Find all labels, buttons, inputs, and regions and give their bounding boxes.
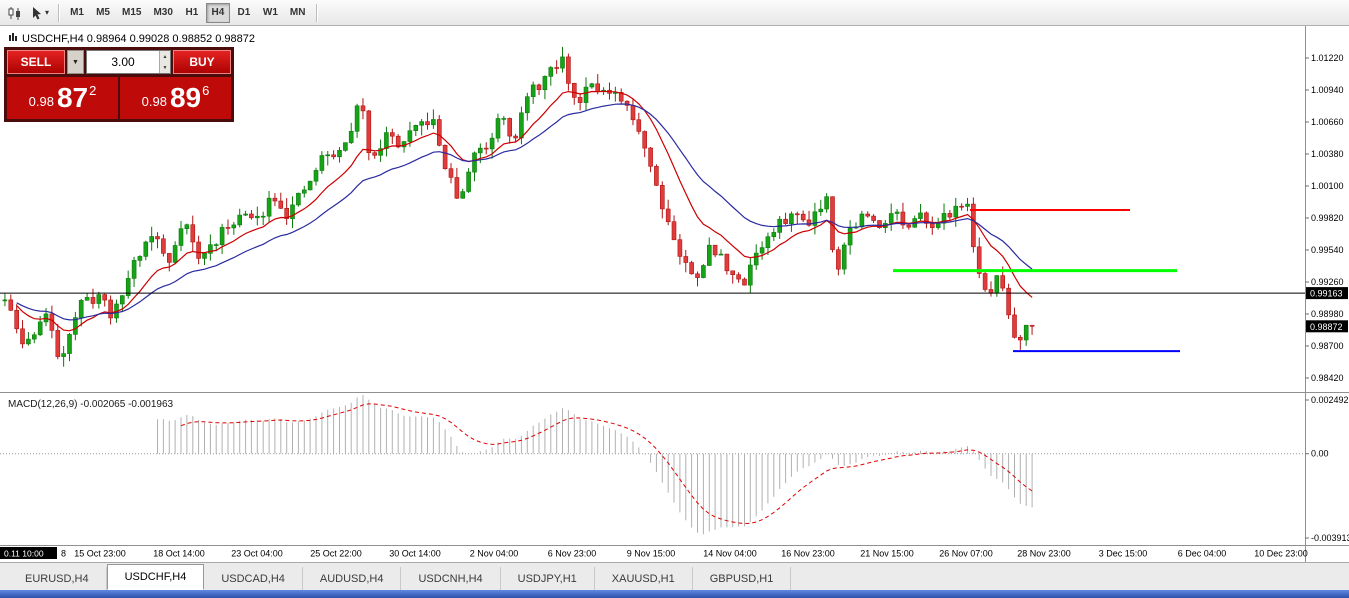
crosshair-time-box: [0, 547, 57, 559]
toolbar-separator: [58, 3, 60, 22]
chart-tab-usdcnh-h4[interactable]: USDCNH,H4: [401, 567, 501, 590]
timeframe-button-m30[interactable]: M30: [153, 7, 173, 18]
timeframe-button-w1[interactable]: W1: [262, 7, 278, 18]
price-axis-label: 0.99260: [1311, 277, 1344, 287]
price-axis-label: 1.01220: [1311, 53, 1344, 63]
chart-tab-usdjpy-h1[interactable]: USDJPY,H1: [501, 567, 595, 590]
time-axis-label: 6 Dec 04:00: [1178, 549, 1227, 559]
chevron-down-icon: ▾: [45, 8, 50, 17]
price-axis-label: 1.00660: [1311, 117, 1344, 127]
sell-price-prefix: 0.98: [28, 93, 54, 109]
toolbar-separator: [316, 3, 318, 22]
price-tag-box: [1306, 287, 1348, 300]
time-axis-label: 14 Nov 04:00: [703, 549, 757, 559]
time-axis-label: 15 Oct 23:00: [74, 549, 126, 559]
volume-input[interactable]: 3.00 ▲ ▼: [86, 50, 171, 74]
price-axis-label: 0.99820: [1311, 213, 1344, 223]
timeframe-buttons: M1 M5 M15 M30 H1 H4 D1 W1 MN: [64, 2, 311, 23]
timeframe-button-m5[interactable]: M5: [96, 7, 110, 18]
macd-axis-label: 0.00: [1311, 449, 1329, 459]
time-axis-label: 25 Oct 22:00: [310, 549, 362, 559]
moving-average-line: [16, 90, 1033, 332]
price-axis-label: 0.99540: [1311, 245, 1344, 255]
price-axis-label: 1.00940: [1311, 85, 1344, 95]
chart-info-label: USDCHF,H4 0.98964 0.99028 0.98852 0.9887…: [22, 32, 256, 45]
toolbar: ▾ M1 M5 M15 M30 H1 H4 D1 W1 MN: [0, 0, 1349, 26]
time-axis-label: 21 Nov 15:00: [860, 549, 914, 559]
sell-price-point: 2: [89, 82, 97, 98]
chart-tab-usdchf-h4[interactable]: USDCHF,H4: [106, 564, 205, 590]
timeframe-button-h4[interactable]: H4: [205, 2, 230, 23]
time-axis-label: 6 Nov 23:00: [548, 549, 597, 559]
time-axis-label: 2 Nov 04:00: [470, 549, 519, 559]
sell-button[interactable]: SELL: [7, 50, 65, 74]
chart-tab-usdcad-h4[interactable]: USDCAD,H4: [204, 567, 303, 590]
time-axis-label: 26 Nov 07:00: [939, 549, 993, 559]
chart-tab-audusd-h4[interactable]: AUDUSD,H4: [303, 567, 402, 590]
chart-tabs-bar: EURUSD,H4 USDCHF,H4 USDCAD,H4 AUDUSD,H4 USDC…: [0, 562, 1349, 590]
chart-info: USDCHF,H4 0.98964 0.99028 0.98852 0.9887…: [8, 32, 255, 45]
spinner-up-icon[interactable]: ▲: [160, 51, 170, 62]
time-axis-label: 18 Oct 14:00: [153, 549, 205, 559]
volume-value: 3.00: [111, 55, 135, 69]
time-axis-label: 30 Oct 14:00: [389, 549, 441, 559]
timeframe-button-mn[interactable]: MN: [289, 7, 306, 18]
spinner-down-icon[interactable]: ▼: [160, 62, 170, 73]
candlestick-series: [2, 46, 1035, 367]
chart-tab-eurusd-h4[interactable]: EURUSD,H4: [8, 567, 107, 590]
timeframe-button-h1[interactable]: H1: [185, 7, 199, 18]
moving-average-line: [16, 103, 1033, 321]
price-axis-label: 1.00380: [1311, 149, 1344, 159]
one-click-trade-panel: SELL ▼ 3.00 ▲ ▼ BUY 0.98 87 2 0.98 89 6: [4, 47, 234, 122]
buy-price-prefix: 0.98: [141, 93, 167, 109]
time-axis-label: 10 Dec 23:00: [1254, 549, 1308, 559]
buy-price-pips: 89: [169, 82, 202, 113]
bottom-strip: [0, 590, 1349, 598]
buy-price-display[interactable]: 0.98 89 6: [120, 77, 231, 119]
mini-chart-icon: [8, 32, 18, 45]
chart-tab-gbpusd-h1[interactable]: GBPUSD,H1: [693, 567, 792, 590]
macd-axis-label: -0.003913: [1311, 533, 1349, 543]
timeframe-button-m1[interactable]: M1: [70, 7, 84, 18]
time-axis-label: 3 Dec 15:00: [1099, 549, 1148, 559]
chevron-down-icon: ▼: [72, 58, 79, 66]
macd-signal-line: [180, 403, 1033, 525]
timeframe-button-m15[interactable]: M15: [122, 7, 142, 18]
volume-preset-dropdown[interactable]: ▼: [67, 50, 84, 74]
macd-histogram: [157, 395, 1033, 535]
price-tag-label: 0.98872: [1310, 322, 1343, 332]
price-axis-label: 1.00100: [1311, 181, 1344, 191]
time-axis-label: 8: [61, 549, 66, 559]
crosshair-time-label: 0.11 10:00: [4, 549, 44, 559]
volume-spinner[interactable]: ▲ ▼: [159, 51, 170, 73]
buy-price-point: 6: [202, 82, 210, 98]
time-axis-label: 9 Nov 15:00: [627, 549, 676, 559]
cursor-tool-icon[interactable]: ▾: [27, 3, 52, 23]
chart-type-icon[interactable]: [4, 3, 26, 23]
timeframe-button-d1[interactable]: D1: [237, 7, 251, 18]
time-axis-label: 16 Nov 23:00: [781, 549, 835, 559]
time-axis-label: 28 Nov 23:00: [1017, 549, 1071, 559]
time-axis-label: 23 Oct 04:00: [231, 549, 283, 559]
macd-indicator-label: MACD(12,26,9) -0.002065 -0.001963: [8, 399, 174, 410]
price-axis-label: 0.98700: [1311, 341, 1344, 351]
sell-price-pips: 87: [56, 82, 89, 113]
price-tag-box: [1306, 320, 1348, 333]
price-tag-label: 0.99163: [1310, 289, 1343, 299]
price-axis-label: 0.98980: [1311, 309, 1344, 319]
macd-axis-label: 0.002492: [1311, 395, 1349, 405]
buy-button[interactable]: BUY: [173, 50, 231, 74]
chart-tab-xauusd-h1[interactable]: XAUUSD,H1: [595, 567, 693, 590]
price-axis-label: 0.98420: [1311, 373, 1344, 383]
sell-price-display[interactable]: 0.98 87 2: [7, 77, 118, 119]
